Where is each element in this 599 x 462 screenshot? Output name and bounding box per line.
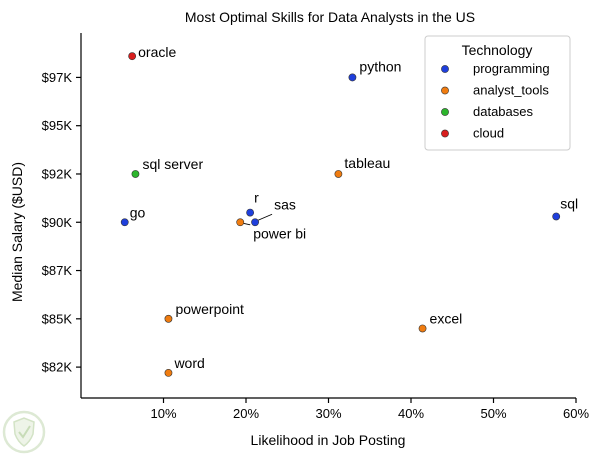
legend-marker-cloud xyxy=(441,129,449,138)
y-tick-label: $92K xyxy=(42,166,73,181)
point-label-oracle: oracle xyxy=(138,44,176,60)
x-tick-label: 10% xyxy=(150,406,176,421)
y-axis-ticks: $82K $85K $87K $90K $92K $95K $97K xyxy=(42,70,81,375)
point-label-powerpoint: powerpoint xyxy=(175,301,244,317)
point-label-python: python xyxy=(359,58,401,74)
watermark-logo xyxy=(2,410,46,454)
data-point-sql xyxy=(552,212,561,221)
y-axis-label: Median Salary ($USD) xyxy=(9,162,25,302)
data-point-sas xyxy=(251,218,259,227)
label-leader-lines xyxy=(243,213,273,226)
x-tick-label: 30% xyxy=(315,406,341,421)
y-tick-label: $97K xyxy=(42,70,73,85)
x-tick-label: 20% xyxy=(233,406,259,421)
point-label-excel: excel xyxy=(430,310,463,326)
x-axis-ticks: 10% 20% 30% 40% 50% 60% xyxy=(150,398,589,421)
point-label-tableau: tableau xyxy=(344,155,390,171)
legend: Technology programming analyst_toolsdatab… xyxy=(424,35,571,151)
y-tick-label: $82K xyxy=(42,360,73,375)
data-point-sql-server xyxy=(131,170,140,178)
data-point-powerpoint xyxy=(164,314,173,323)
point-label-sas: sas xyxy=(274,196,296,212)
y-tick-label: $87K xyxy=(42,263,73,278)
data-point-power-bi xyxy=(236,218,245,227)
point-label-r: r xyxy=(254,190,259,206)
legend-label-cloud: cloud xyxy=(473,126,504,141)
y-tick-label: $95K xyxy=(42,118,73,133)
legend-items: programming analyst_tools databases cloud xyxy=(441,61,550,141)
legend-title: Technology xyxy=(462,42,533,58)
data-point-python xyxy=(348,73,357,82)
point-label-sql-server: sql server xyxy=(142,156,203,172)
leader-line-power-bi xyxy=(243,222,251,226)
watermark-shield-icon xyxy=(13,417,35,447)
chart-title: Most Optimal Skills for Data Analysts in… xyxy=(185,9,475,25)
y-tick-label: $90K xyxy=(42,215,73,230)
legend-label-databases: databases xyxy=(473,104,533,119)
point-label-sql: sql xyxy=(560,195,578,211)
data-point-oracle xyxy=(128,52,137,61)
watermark-check-icon xyxy=(18,425,31,439)
data-points xyxy=(120,52,561,377)
data-point-tableau xyxy=(334,170,343,178)
legend-frame xyxy=(424,35,571,151)
legend-label-programming: programming xyxy=(473,61,550,76)
x-tick-label: 60% xyxy=(563,406,589,421)
watermark-ring xyxy=(2,410,46,454)
leader-line-sas xyxy=(257,213,273,221)
data-point-r xyxy=(246,208,255,217)
data-point-go xyxy=(120,218,129,227)
legend-marker-analyst-tools xyxy=(441,86,449,95)
point-label-go: go xyxy=(130,204,146,220)
x-tick-label: 50% xyxy=(480,406,506,421)
legend-label-analyst-tools: analyst_tools xyxy=(473,83,549,98)
data-point-word xyxy=(164,368,173,377)
data-point-excel xyxy=(418,324,427,333)
x-tick-label: 40% xyxy=(398,406,424,421)
legend-marker-programming xyxy=(441,65,449,73)
x-axis-label: Likelihood in Job Posting xyxy=(251,432,406,448)
y-tick-label: $85K xyxy=(42,311,73,326)
point-label-power-bi: power bi xyxy=(253,225,306,241)
point-label-word: word xyxy=(173,355,204,371)
legend-marker-databases xyxy=(441,108,449,116)
